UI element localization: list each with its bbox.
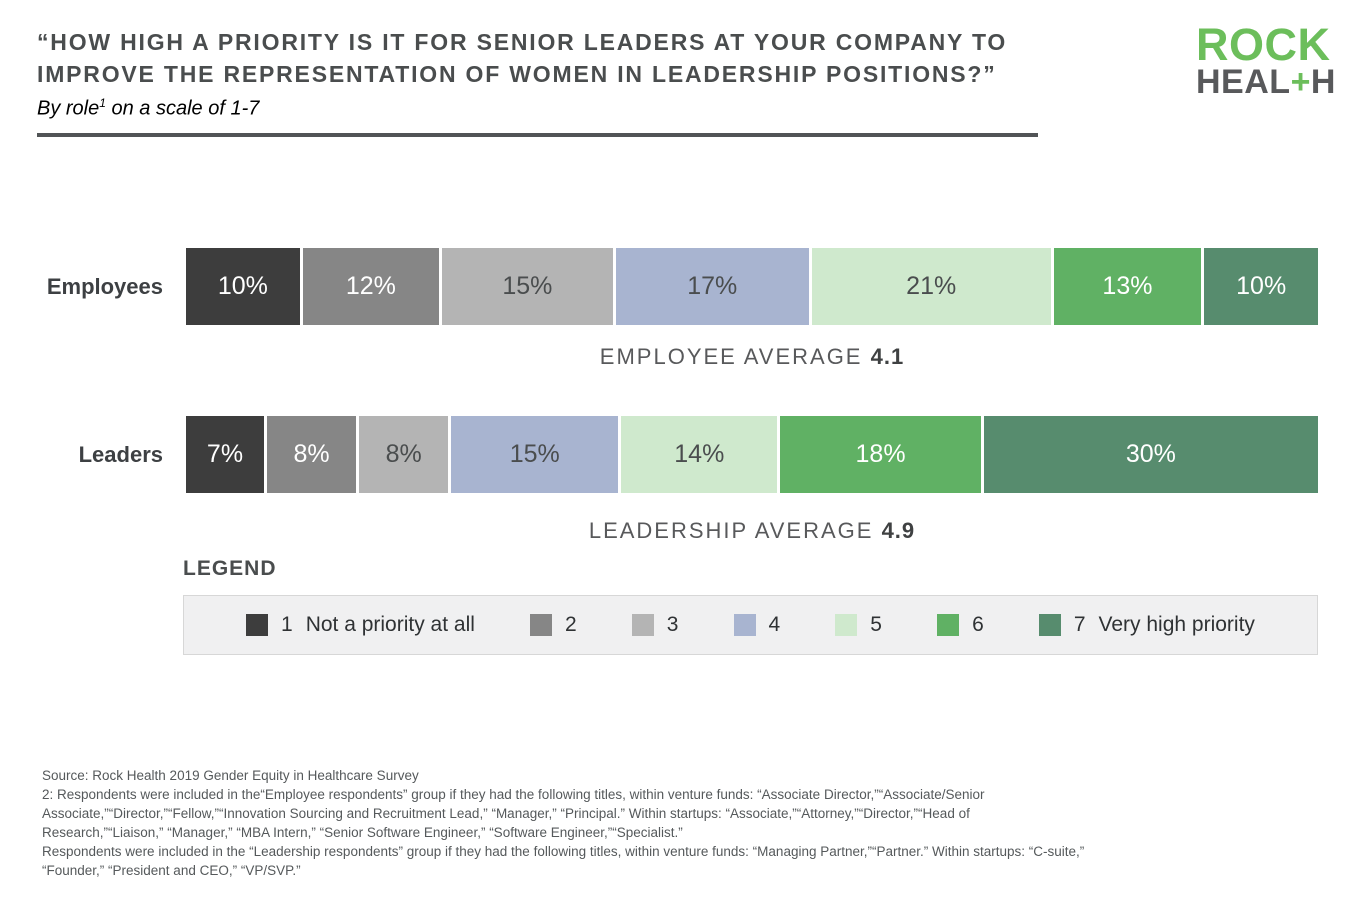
source-footnotes: Source: Rock Health 2019 Gender Equity i… xyxy=(42,766,1212,880)
bar-segment-level-7: 30% xyxy=(983,416,1318,493)
bar-segment-level-7: 10% xyxy=(1204,248,1319,325)
legend-item-4: 4 xyxy=(733,613,781,637)
bar-segment-level-5: 21% xyxy=(811,248,1051,325)
title-underline xyxy=(37,133,1038,137)
legend-swatch-icon xyxy=(530,614,552,636)
plus-icon: + xyxy=(1290,63,1311,101)
footnote-line: Respondents were included in the “Leader… xyxy=(42,844,1085,859)
logo-rock-text: ROCK xyxy=(1196,19,1331,70)
legend-box: 1 Not a priority at all 2 3 4 5 6 7 Very high pr… xyxy=(183,595,1318,655)
bar-segment-level-3: 15% xyxy=(442,248,613,325)
legend-swatch-icon xyxy=(733,614,756,636)
legend-label: Not a priority at all xyxy=(305,613,475,636)
average-caption-employees: EMPLOYEE AVERAGE 4.1 xyxy=(599,344,905,369)
bar-segment-level-6: 18% xyxy=(780,416,981,493)
legend-item-7: 7 Very high priority xyxy=(1038,613,1255,637)
stacked-bar-employees: 10% 12% 15% 17% 21% 13% 10% xyxy=(186,248,1319,325)
legend-swatch-icon xyxy=(1038,614,1061,636)
bar-segment-level-4: 15% xyxy=(451,416,619,493)
legend-value: 3 xyxy=(666,613,679,636)
bar-segment-level-4: 17% xyxy=(615,248,809,325)
page-title: “HOW HIGH A PRIORITY IS IT FOR SENIOR LE… xyxy=(37,26,1007,90)
legend-value: 6 xyxy=(972,613,984,636)
footnote-line: 2: Respondents were included in the“Empl… xyxy=(42,787,985,802)
stacked-bar-leaders: 7% 8% 8% 15% 14% 18% 30% xyxy=(186,416,1318,493)
legend-swatch-icon xyxy=(937,614,960,636)
row-label-leaders: Leaders xyxy=(78,441,163,467)
footnote-line: “Founder,” “President and CEO,” “VP/SVP.… xyxy=(42,863,301,878)
legend-item-2: 2 xyxy=(530,613,577,637)
legend-value: 4 xyxy=(768,613,781,636)
footnote-line: Associate,”“Director,”“Fellow,”“Innovati… xyxy=(42,806,970,821)
legend-value: 1 xyxy=(281,613,293,636)
row-label-employees: Employees xyxy=(46,273,163,299)
source-line: Source: Rock Health 2019 Gender Equity i… xyxy=(42,768,419,783)
subtitle-suffix: on a scale of 1-7 xyxy=(105,97,260,120)
average-value: 4.9 xyxy=(881,518,916,543)
legend-label: Very high priority xyxy=(1098,613,1255,636)
legend-value: 7 xyxy=(1073,613,1086,636)
bar-segment-level-1: 7% xyxy=(186,416,264,493)
legend-item-6: 6 xyxy=(937,613,984,637)
average-caption-leaders: LEADERSHIP AVERAGE 4.9 xyxy=(588,518,916,543)
legend-swatch-icon xyxy=(246,614,268,636)
rock-health-logo: ROCK HEAL+H xyxy=(1196,19,1338,100)
logo-heal: HEAL xyxy=(1196,63,1291,101)
legend-title: LEGEND xyxy=(183,557,277,580)
subtitle-prefix: By role xyxy=(37,97,100,120)
footnote-line: Research,”“Liaison,” “Manager,” “MBA Int… xyxy=(42,825,683,840)
legend-swatch-icon xyxy=(631,614,654,636)
subtitle-footnote-marker: 1 xyxy=(99,96,106,110)
logo-health-text: HEAL+H xyxy=(1196,65,1338,99)
page-title-line-1: “HOW HIGH A PRIORITY IS IT FOR SENIOR LE… xyxy=(37,29,1008,55)
average-value: 4.1 xyxy=(870,344,905,369)
page-title-line-2: IMPROVE THE REPRESENTATION OF WOMEN IN L… xyxy=(37,61,997,87)
legend-item-1: 1 Not a priority at all xyxy=(246,613,475,637)
bar-segment-level-1: 10% xyxy=(186,248,300,325)
bar-segment-level-2: 8% xyxy=(266,416,357,493)
legend-value: 2 xyxy=(565,613,577,636)
legend-item-3: 3 xyxy=(631,613,679,637)
legend-swatch-icon xyxy=(835,614,858,636)
bar-segment-level-3: 8% xyxy=(359,416,449,493)
bar-segment-level-5: 14% xyxy=(621,416,778,493)
legend-item-5: 5 xyxy=(835,613,882,637)
chart-subtitle: By role1 on a scale of 1-7 xyxy=(37,96,259,121)
bar-segment-level-2: 12% xyxy=(302,248,440,325)
legend-value: 5 xyxy=(870,613,882,636)
logo-h: H xyxy=(1310,63,1336,101)
bar-segment-level-6: 13% xyxy=(1053,248,1202,325)
